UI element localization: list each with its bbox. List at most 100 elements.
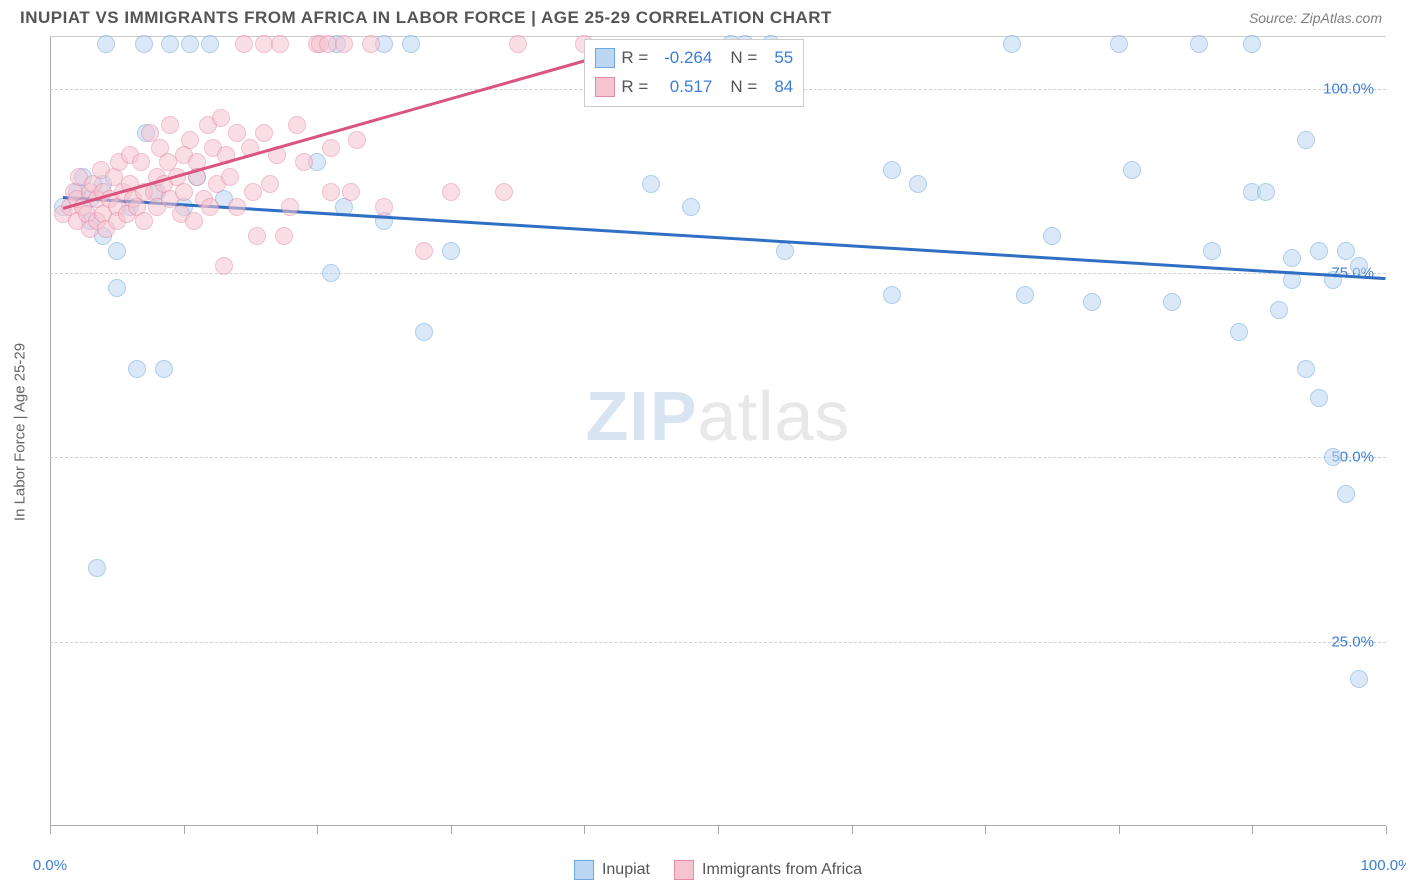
data-point [201, 35, 219, 53]
chart-title: INUPIAT VS IMMIGRANTS FROM AFRICA IN LAB… [20, 8, 832, 28]
data-point [1257, 183, 1275, 201]
data-point [342, 183, 360, 201]
data-point [271, 35, 289, 53]
x-tick [718, 826, 719, 834]
plot-region: 25.0%50.0%75.0%100.0%0.0%100.0% [50, 37, 1386, 826]
data-point [348, 131, 366, 149]
x-tick [1386, 826, 1387, 834]
data-point [88, 559, 106, 577]
data-point [883, 161, 901, 179]
legend-item: Inupiat [574, 860, 650, 880]
data-point [1310, 389, 1328, 407]
data-point [1324, 448, 1342, 466]
data-point [1350, 670, 1368, 688]
data-point [509, 35, 527, 53]
data-point [1283, 249, 1301, 267]
bottom-legend: Inupiat Immigrants from Africa [50, 860, 1386, 880]
chart-area: In Labor Force | Age 25-29 ZIPatlas 25.0… [50, 36, 1386, 826]
data-point [682, 198, 700, 216]
data-point [322, 183, 340, 201]
data-point [1297, 131, 1315, 149]
data-point [1003, 35, 1021, 53]
data-point [1270, 301, 1288, 319]
x-tick [317, 826, 318, 834]
data-point [185, 212, 203, 230]
data-point [108, 279, 126, 297]
data-point [244, 183, 262, 201]
data-point [322, 264, 340, 282]
r-label: R = [621, 73, 648, 102]
data-point [155, 360, 173, 378]
legend-swatch [574, 860, 594, 880]
data-point [161, 35, 179, 53]
data-point [375, 198, 393, 216]
r-value: 0.517 [654, 73, 712, 102]
data-point [228, 198, 246, 216]
data-point [495, 183, 513, 201]
data-point [1310, 242, 1328, 260]
x-tick [852, 826, 853, 834]
stats-row: R =-0.264N =55 [595, 44, 793, 73]
data-point [1043, 227, 1061, 245]
data-point [212, 109, 230, 127]
data-point [1083, 293, 1101, 311]
gridline [50, 273, 1386, 274]
legend-label: Inupiat [602, 861, 650, 879]
n-value: 84 [763, 73, 793, 102]
data-point [132, 153, 150, 171]
data-point [1243, 35, 1261, 53]
gridline [50, 642, 1386, 643]
legend-swatch [595, 77, 615, 97]
data-point [175, 183, 193, 201]
data-point [215, 257, 233, 275]
stats-legend-box: R =-0.264N =55R =0.517 N =84 [584, 39, 804, 107]
data-point [909, 175, 927, 193]
data-point [181, 35, 199, 53]
legend-swatch [595, 48, 615, 68]
data-point [281, 198, 299, 216]
n-value: 55 [763, 44, 793, 73]
data-point [1203, 242, 1221, 260]
data-point [1337, 242, 1355, 260]
chart-header: INUPIAT VS IMMIGRANTS FROM AFRICA IN LAB… [0, 0, 1406, 36]
r-value: -0.264 [654, 44, 712, 73]
x-tick [451, 826, 452, 834]
data-point [1190, 35, 1208, 53]
data-point [1163, 293, 1181, 311]
data-point [642, 175, 660, 193]
data-point [1110, 35, 1128, 53]
data-point [415, 242, 433, 260]
data-point [335, 35, 353, 53]
data-point [402, 35, 420, 53]
n-label: N = [730, 73, 757, 102]
data-point [97, 35, 115, 53]
data-point [248, 227, 266, 245]
data-point [221, 168, 239, 186]
data-point [776, 242, 794, 260]
x-tick [1252, 826, 1253, 834]
x-tick [985, 826, 986, 834]
data-point [235, 35, 253, 53]
legend-item: Immigrants from Africa [674, 860, 862, 880]
legend-swatch [674, 860, 694, 880]
y-tick-label: 25.0% [1331, 633, 1374, 650]
y-axis-line [50, 37, 51, 826]
y-axis-label: In Labor Force | Age 25-29 [12, 342, 29, 520]
x-tick [584, 826, 585, 834]
r-label: R = [621, 44, 648, 73]
data-point [181, 131, 199, 149]
data-point [108, 242, 126, 260]
data-point [135, 35, 153, 53]
data-point [362, 35, 380, 53]
stats-row: R =0.517 N =84 [595, 73, 793, 102]
y-tick-label: 100.0% [1323, 80, 1374, 97]
data-point [322, 139, 340, 157]
data-point [1016, 286, 1034, 304]
x-tick [50, 826, 51, 834]
data-point [442, 183, 460, 201]
data-point [255, 124, 273, 142]
x-tick [1119, 826, 1120, 834]
data-point [1230, 323, 1248, 341]
gridline [50, 457, 1386, 458]
data-point [1297, 360, 1315, 378]
